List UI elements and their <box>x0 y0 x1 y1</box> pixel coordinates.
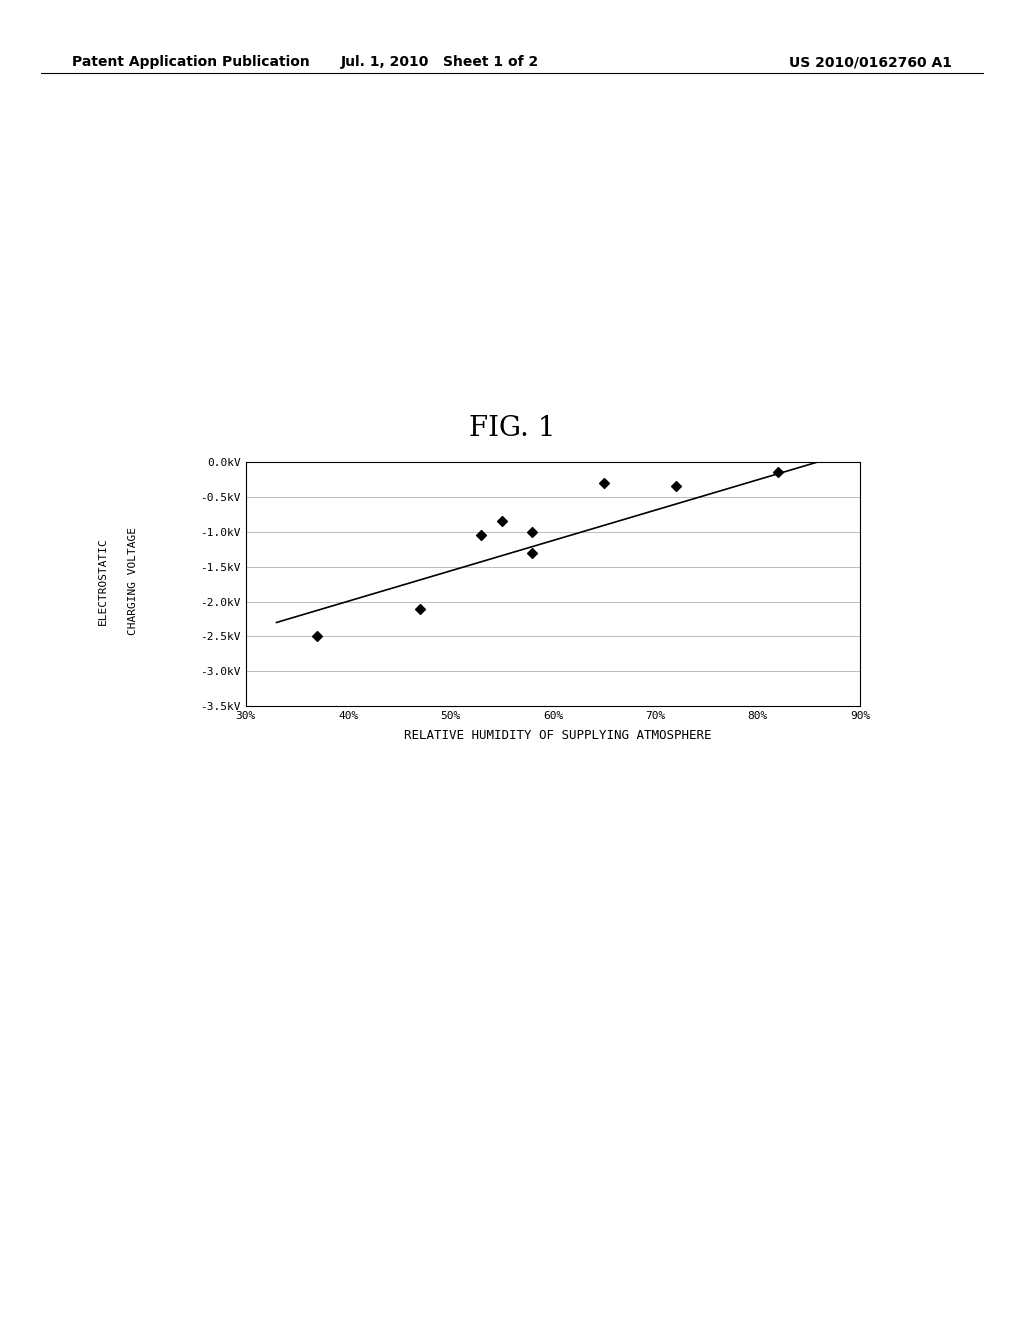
Text: FIG. 1: FIG. 1 <box>469 416 555 442</box>
Text: Jul. 1, 2010   Sheet 1 of 2: Jul. 1, 2010 Sheet 1 of 2 <box>341 55 540 70</box>
Point <box>524 543 541 564</box>
Point <box>412 598 428 619</box>
Point <box>309 626 326 647</box>
Text: RELATIVE HUMIDITY OF SUPPLYING ATMOSPHERE: RELATIVE HUMIDITY OF SUPPLYING ATMOSPHER… <box>404 729 712 742</box>
Point <box>494 511 510 532</box>
Point <box>473 524 489 546</box>
Text: Patent Application Publication: Patent Application Publication <box>72 55 309 70</box>
Point <box>770 462 786 483</box>
Point <box>596 473 612 494</box>
Text: CHARGING VOLTAGE: CHARGING VOLTAGE <box>128 527 138 635</box>
Point <box>668 475 684 496</box>
Point <box>524 521 541 543</box>
Text: US 2010/0162760 A1: US 2010/0162760 A1 <box>790 55 952 70</box>
Text: ELECTROSTATIC: ELECTROSTATIC <box>97 537 108 624</box>
